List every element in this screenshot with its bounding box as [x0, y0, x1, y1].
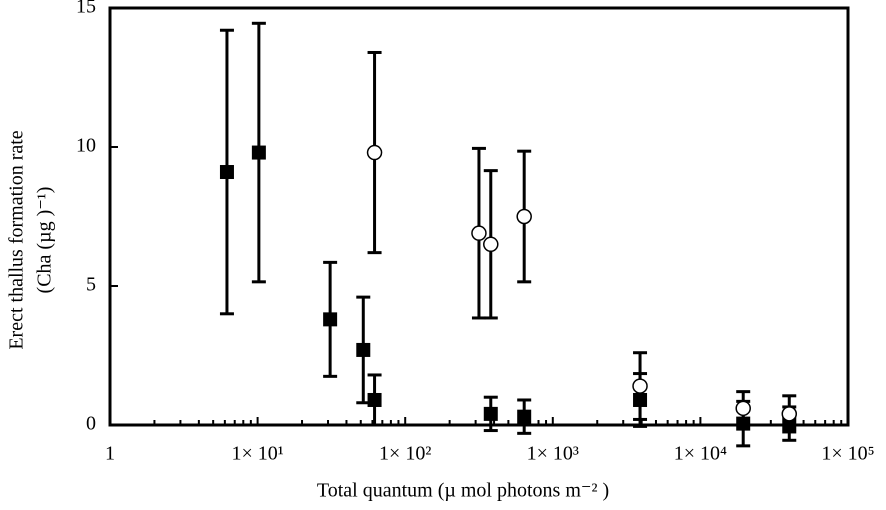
y-axis-label: Erect thallus formation rate: [6, 130, 28, 349]
x-tick-label: 1× 10¹: [231, 443, 283, 465]
x-tick-label: 1× 10³: [527, 443, 579, 465]
point: [516, 208, 532, 225]
point: [251, 145, 266, 160]
point: [517, 409, 532, 424]
point: [632, 378, 648, 394]
x-tick-label: 1× 10⁵: [821, 443, 874, 465]
y-tick-label: 10: [76, 135, 96, 157]
plot-frame: [108, 6, 850, 427]
y-tick-label: 15: [76, 0, 96, 18]
y-axis-label: (Cha (µg )⁻¹): [34, 187, 56, 294]
x-tick-label: 1× 10²: [379, 443, 431, 465]
x-tick-label: 1: [105, 443, 115, 465]
point: [483, 236, 499, 253]
point: [367, 392, 382, 407]
point: [471, 225, 487, 241]
x-tick-label: 1× 10⁴: [674, 443, 727, 465]
x-axis-label: Total quantum (µ mol photons m⁻² ): [317, 480, 609, 502]
y-tick-label: 5: [86, 274, 96, 296]
point: [366, 144, 383, 161]
point: [483, 406, 498, 421]
point: [219, 165, 234, 180]
point: [781, 406, 798, 422]
point: [356, 342, 371, 357]
y-tick-label: 0: [86, 413, 96, 435]
point: [735, 400, 751, 417]
point: [323, 312, 338, 327]
